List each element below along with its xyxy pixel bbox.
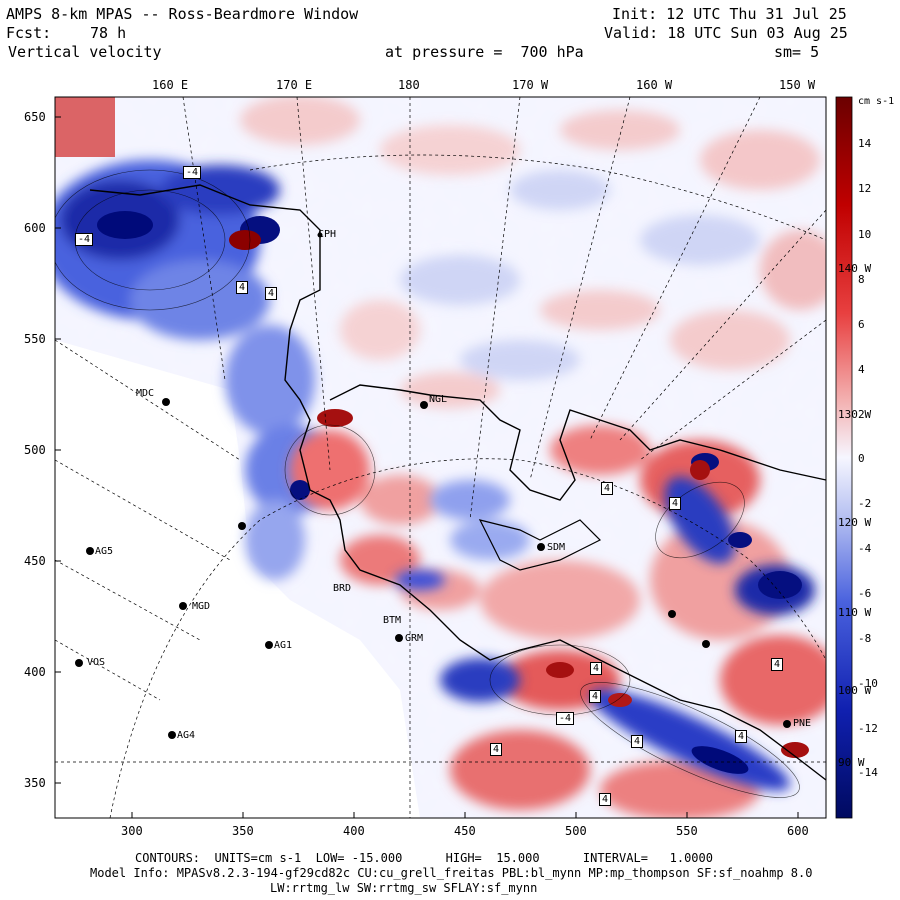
- x-label-550: 550: [676, 824, 698, 838]
- colorbar-tick: -2: [858, 497, 872, 510]
- contour-label: -4: [556, 712, 575, 725]
- model-info: Model Info: MPASv8.2.3-194-gf29cd82c CU:…: [90, 866, 813, 880]
- colorbar: [835, 96, 853, 819]
- colorbar-tick: 14: [858, 137, 872, 150]
- contour-label: 4: [599, 793, 612, 806]
- contour-label: 4: [669, 497, 682, 510]
- station-sdm: SDM: [547, 542, 566, 553]
- y-label-600: 600: [24, 221, 46, 235]
- station-ag1: AG1: [274, 640, 293, 651]
- x-label-300: 300: [121, 824, 143, 838]
- y-label-650: 650: [24, 110, 46, 124]
- station-ag4: AG4: [177, 730, 196, 741]
- colorbar-tick: 10: [858, 228, 872, 241]
- x-label-400: 400: [343, 824, 365, 838]
- contour-label: 4: [236, 281, 249, 294]
- lon-label-100w: 100 W: [838, 684, 872, 697]
- contour-label: 4: [735, 730, 748, 743]
- pressure-level: at pressure = 700 hPa: [385, 43, 584, 61]
- map-title: AMPS 8-km MPAS -- Ross-Beardmore Window: [6, 5, 359, 23]
- contour-label: 4: [590, 662, 603, 675]
- lon-label-150w: 150 W: [779, 78, 816, 92]
- x-label-350: 350: [232, 824, 254, 838]
- contour-label: 4: [490, 743, 503, 756]
- station-mdc: MDC: [136, 388, 155, 399]
- colorbar-tick: 2: [858, 408, 865, 421]
- colorbar-units: cm s-1: [858, 96, 895, 107]
- colorbar-tick: 0: [858, 452, 865, 465]
- colorbar-tick: 8: [858, 273, 865, 286]
- station-vos: VOS: [87, 657, 106, 668]
- colorbar-tick: 4: [858, 363, 865, 376]
- station-ag5: AG5: [95, 546, 114, 557]
- x-label-500: 500: [565, 824, 587, 838]
- contour-label: 4: [771, 658, 784, 671]
- lon-label-90w: 90 W: [838, 756, 865, 769]
- colorbar-tick: -10: [858, 677, 878, 690]
- lon-label-170e: 170 E: [276, 78, 313, 92]
- y-label-500: 500: [24, 443, 46, 457]
- lon-label-170w: 170 W: [512, 78, 549, 92]
- forecast-label: Fcst:: [6, 24, 52, 42]
- contour-label: 4: [631, 735, 644, 748]
- x-label-450: 450: [454, 824, 476, 838]
- lon-label-130w: 130 W: [838, 408, 872, 421]
- colorbar-tick: 6: [858, 318, 865, 331]
- init-time: Init: 12 UTC Thu 31 Jul 25: [612, 5, 847, 23]
- y-label-400: 400: [24, 665, 46, 679]
- model-physics-info: LW:rrtmg_lw SW:rrtmg_sw SFLAY:sf_mynn: [270, 881, 538, 895]
- contour-label: 4: [589, 690, 602, 703]
- lon-label-140w: 140 W: [838, 262, 872, 275]
- lon-label-160w: 160 W: [636, 78, 673, 92]
- station-btm: BTM: [383, 615, 402, 626]
- y-label-350: 350: [24, 776, 46, 790]
- station-ngl: NGL: [429, 394, 448, 405]
- field-name: Vertical velocity: [8, 43, 162, 61]
- station-pne: PNE: [793, 718, 812, 729]
- contour-label: -4: [183, 166, 202, 179]
- colorbar-tick: 12: [858, 182, 872, 195]
- station-cph: CPH: [318, 229, 337, 240]
- station-grm: GRM: [405, 633, 424, 644]
- colorbar-tick: -6: [858, 587, 872, 600]
- x-label-600: 600: [787, 824, 809, 838]
- colorbar-tick: -4: [858, 542, 872, 555]
- smoothing-value: sm= 5: [774, 43, 820, 61]
- forecast-hour: 78 h: [90, 24, 127, 42]
- contour-info: CONTOURS: UNITS=cm s-1 LOW= -15.000 HIGH…: [135, 851, 713, 865]
- y-label-550: 550: [24, 332, 46, 346]
- y-label-450: 450: [24, 554, 46, 568]
- station-brd: BRD: [333, 583, 352, 594]
- vertical-velocity-field: [55, 97, 826, 818]
- contour-label: -4: [75, 233, 94, 246]
- lon-label-160e: 160 E: [152, 78, 189, 92]
- lon-label-110w: 110 W: [838, 606, 872, 619]
- colorbar-tick: -8: [858, 632, 872, 645]
- lon-label-180: 180: [398, 78, 420, 92]
- station-mgd: MGD: [192, 601, 211, 612]
- contour-label: 4: [265, 287, 278, 300]
- lon-label-120w: 120 W: [838, 516, 872, 529]
- contour-label: 4: [601, 482, 614, 495]
- colorbar-tick: -14: [858, 766, 878, 779]
- colorbar-tick: -12: [858, 722, 878, 735]
- valid-time: Valid: 18 UTC Sun 03 Aug 25: [604, 24, 848, 42]
